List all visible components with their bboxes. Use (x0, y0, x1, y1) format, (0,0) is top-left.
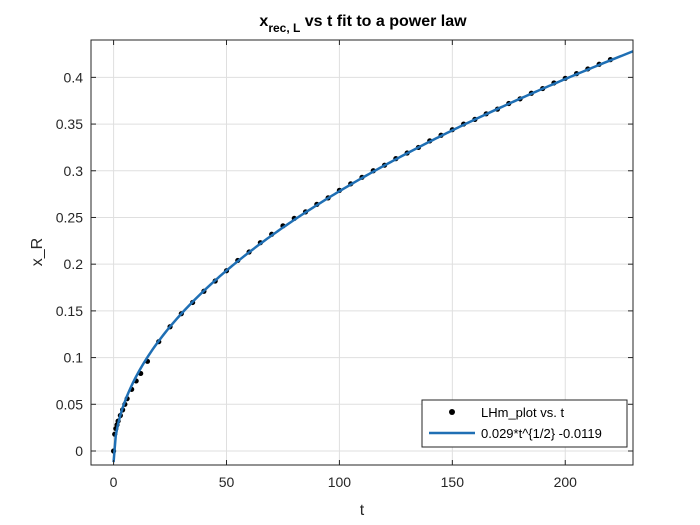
y-tick-label: 0 (75, 443, 83, 459)
y-tick-label: 0.35 (56, 116, 83, 132)
y-tick-label: 0.25 (56, 209, 83, 225)
legend-marker-data (449, 409, 455, 415)
legend-label-data: LHm_plot vs. t (481, 405, 564, 420)
y-tick-label: 0.2 (64, 256, 84, 272)
y-tick-label: 0.4 (64, 69, 84, 85)
x-tick-label: 150 (441, 474, 465, 490)
x-tick-label: 100 (328, 474, 352, 490)
chart-title-rest: vs t fit to a power law (300, 13, 467, 30)
x-tick-labels: 0 50 100 150 200 (110, 474, 577, 490)
chart-title: xrec, L vs t fit to a power law (259, 13, 467, 35)
x-tick-label: 0 (110, 474, 118, 490)
legend-label-fit: 0.029*t^{1/2} -0.0119 (481, 426, 602, 441)
series-layer (110, 50, 634, 463)
y-tick-labels: 0 0.05 0.1 0.15 0.2 0.25 0.3 0.35 0.4 (56, 69, 83, 459)
x-axis-label: t (360, 502, 365, 519)
y-tick-label: 0.15 (56, 303, 83, 319)
fit-line (112, 50, 634, 463)
chart-title-subscript: rec, L (268, 21, 300, 35)
legend: LHm_plot vs. t 0.029*t^{1/2} -0.0119 (421, 399, 628, 448)
chart-title-main: x (259, 13, 268, 30)
axes-background (91, 40, 633, 465)
tick-marks (91, 40, 633, 465)
y-axis-label: x_R (29, 238, 46, 266)
y-tick-label: 0.05 (56, 396, 83, 412)
axes-frame (90, 39, 634, 466)
legend-box (421, 399, 628, 448)
x-tick-label: 50 (219, 474, 235, 490)
y-tick-label: 0.3 (64, 163, 84, 179)
y-tick-label: 0.1 (64, 350, 84, 366)
plot-area (90, 39, 634, 466)
x-tick-label: 200 (554, 474, 578, 490)
